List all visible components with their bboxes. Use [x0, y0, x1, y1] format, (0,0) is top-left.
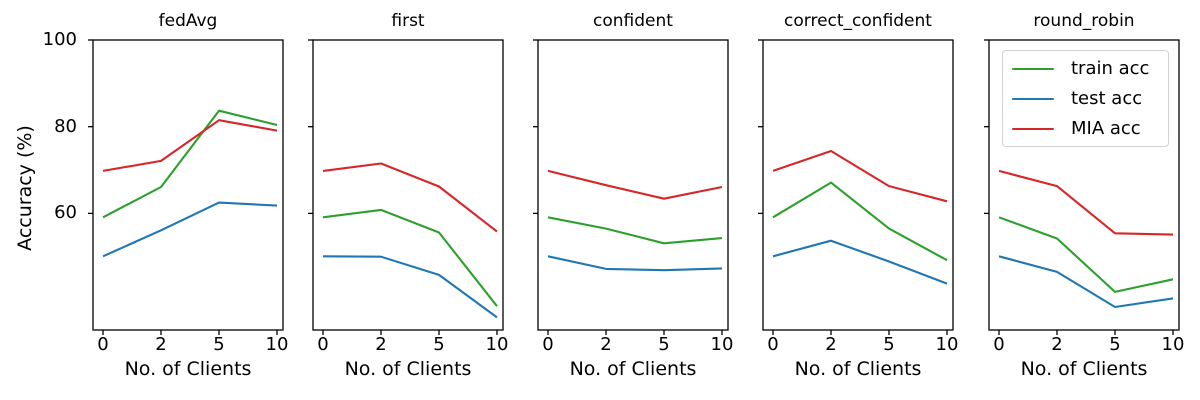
- train-acc-line-swatch: [1012, 67, 1054, 71]
- x-tick-label: 10: [935, 334, 959, 355]
- x-tick-label: 0: [317, 334, 329, 355]
- x-axis-label: No. of Clients: [124, 358, 252, 380]
- y-tick-label-60: 60: [54, 202, 77, 223]
- x-tick-label: 5: [433, 334, 445, 355]
- x-axis-label: No. of Clients: [569, 358, 697, 380]
- plot-area-fedavg: [88, 39, 284, 335]
- y-tick-label-100: 100: [42, 29, 77, 50]
- legend-entry-mia: MIA acc: [1003, 114, 1168, 144]
- subplot-fedavg: fedAvg 0 2 5 10 No. of Clients: [85, 0, 291, 400]
- subplot-first: first 0 2 5 10 No. of Clients: [305, 0, 511, 400]
- x-tick-label: 2: [825, 334, 837, 355]
- subplot-correct-confident: correct_confident 0 2 5 10 No. of Clients: [755, 0, 961, 400]
- legend-entry-train: train acc: [1003, 54, 1168, 84]
- plot-area-correct-confident: [758, 39, 954, 335]
- test-acc-line-swatch: [1012, 97, 1054, 101]
- x-axis-label: No. of Clients: [1020, 358, 1148, 380]
- mia-acc-line-swatch: [1012, 127, 1054, 131]
- x-tick-label: 2: [375, 334, 387, 355]
- x-tick-label: 2: [600, 334, 612, 355]
- subplot-title: first: [391, 11, 425, 31]
- x-tick-label: 10: [710, 334, 734, 355]
- subplot-round-robin: round_robin 0 2 5 10 No. of Clients: [981, 0, 1187, 400]
- legend-entry-test: test acc: [1003, 84, 1168, 114]
- x-tick-label: 0: [767, 334, 779, 355]
- legend-label-test: test acc: [1071, 88, 1143, 109]
- x-tick-label: 2: [1051, 334, 1063, 355]
- x-tick-label: 10: [1161, 334, 1185, 355]
- y-tick-label-80: 80: [54, 116, 77, 137]
- plot-area-round-robin: [984, 39, 1180, 335]
- subplot-title: fedAvg: [158, 11, 218, 31]
- x-tick-label: 0: [542, 334, 554, 355]
- subplot-title: round_robin: [1033, 11, 1135, 31]
- x-tick-label: 0: [993, 334, 1005, 355]
- plot-area-first: [308, 39, 504, 335]
- y-axis-label: Accuracy (%): [14, 125, 36, 251]
- plot-area-confident: [533, 39, 729, 335]
- subplot-title: confident: [593, 11, 673, 31]
- x-tick-label: 2: [155, 334, 167, 355]
- x-tick-label: 5: [658, 334, 670, 355]
- x-tick-label: 5: [213, 334, 225, 355]
- x-axis-label: No. of Clients: [794, 358, 922, 380]
- legend-box: train acc test acc MIA acc: [1002, 50, 1169, 147]
- x-tick-label: 0: [97, 334, 109, 355]
- x-axis-label: No. of Clients: [344, 358, 472, 380]
- x-tick-label: 10: [265, 334, 289, 355]
- subplot-confident: confident 0 2 5 10 No. of Clients: [530, 0, 736, 400]
- legend-label-train: train acc: [1071, 58, 1150, 79]
- subplot-title: correct_confident: [784, 11, 932, 31]
- legend-label-mia: MIA acc: [1071, 118, 1141, 139]
- x-tick-label: 10: [485, 334, 509, 355]
- x-tick-label: 5: [883, 334, 895, 355]
- x-tick-label: 5: [1109, 334, 1121, 355]
